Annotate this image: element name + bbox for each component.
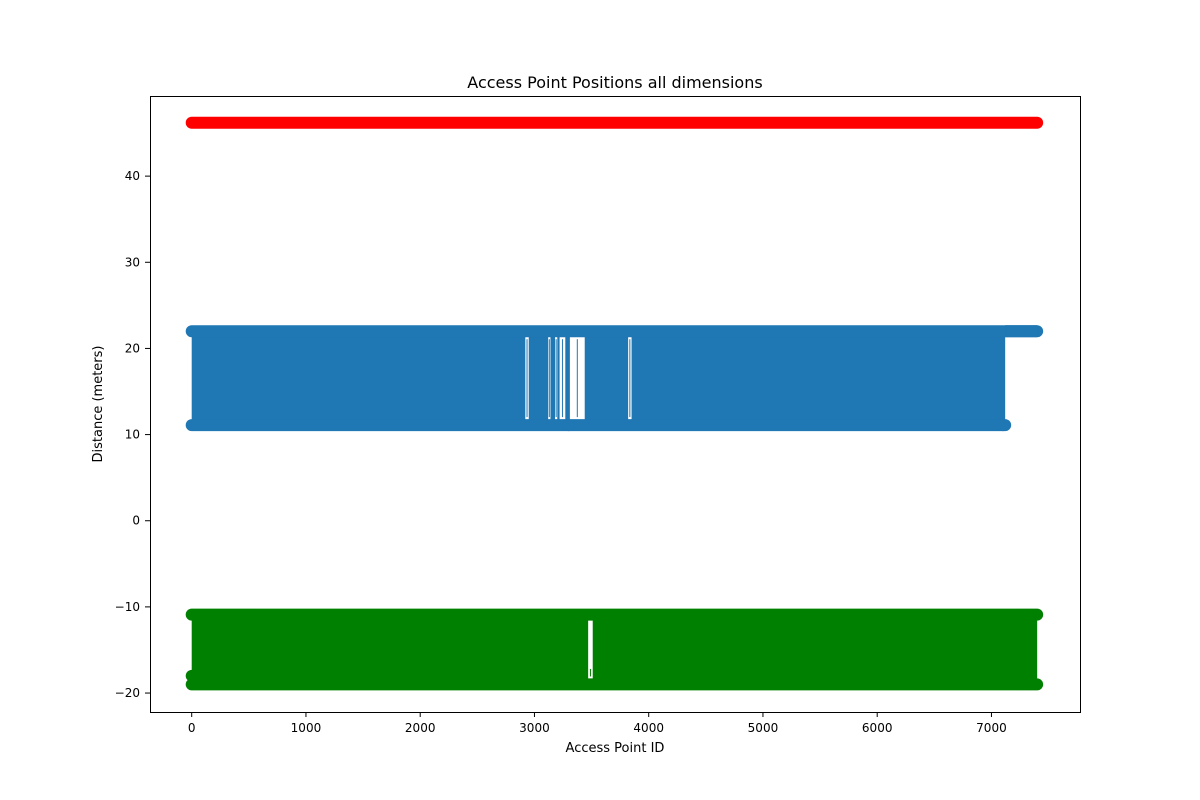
series-blue-point bbox=[562, 419, 575, 432]
y-axis: −20 −10 0 10 20 30 40 bbox=[115, 169, 150, 700]
series-green-segment bbox=[191, 614, 589, 685]
y-tick-label: 0 bbox=[132, 514, 140, 528]
x-axis-label: Access Point ID bbox=[566, 741, 665, 756]
plot-area bbox=[185, 116, 1044, 691]
y-tick-label: −10 bbox=[115, 600, 140, 614]
x-tick-label: 0 bbox=[188, 721, 196, 735]
x-tick-label: 4000 bbox=[633, 721, 664, 735]
y-tick-label: −20 bbox=[115, 686, 140, 700]
series-blue-segment bbox=[528, 331, 549, 426]
x-axis: 0 1000 2000 3000 4000 5000 6000 7000 bbox=[188, 712, 1007, 735]
series-blue-point bbox=[996, 419, 1009, 432]
x-tick-label: 2000 bbox=[405, 721, 436, 735]
y-tick-label: 30 bbox=[125, 255, 140, 269]
series-blue-tail bbox=[1005, 325, 1038, 338]
x-tick-label: 6000 bbox=[862, 721, 893, 735]
x-tick-label: 3000 bbox=[519, 721, 550, 735]
series-blue-segment bbox=[584, 331, 629, 426]
chart-title: Access Point Positions all dimensions bbox=[467, 73, 762, 92]
y-axis-label: Distance (meters) bbox=[91, 346, 106, 463]
series-blue bbox=[185, 325, 1044, 432]
series-blue-segment bbox=[565, 331, 570, 426]
y-tick-label: 40 bbox=[125, 169, 140, 183]
series-green-segment bbox=[592, 614, 1038, 685]
plot-frame bbox=[150, 96, 1081, 713]
series-blue-segment bbox=[557, 331, 560, 426]
x-tick-label: 5000 bbox=[748, 721, 779, 735]
x-tick-label: 1000 bbox=[291, 721, 322, 735]
series-blue-segment bbox=[191, 331, 526, 426]
x-tick-label: 7000 bbox=[976, 721, 1007, 735]
series-blue-segment bbox=[631, 331, 1006, 426]
y-tick-label: 10 bbox=[125, 428, 140, 442]
series-blue-segment bbox=[550, 331, 556, 426]
y-tick-label: 20 bbox=[125, 341, 140, 355]
series-green bbox=[185, 608, 1044, 691]
